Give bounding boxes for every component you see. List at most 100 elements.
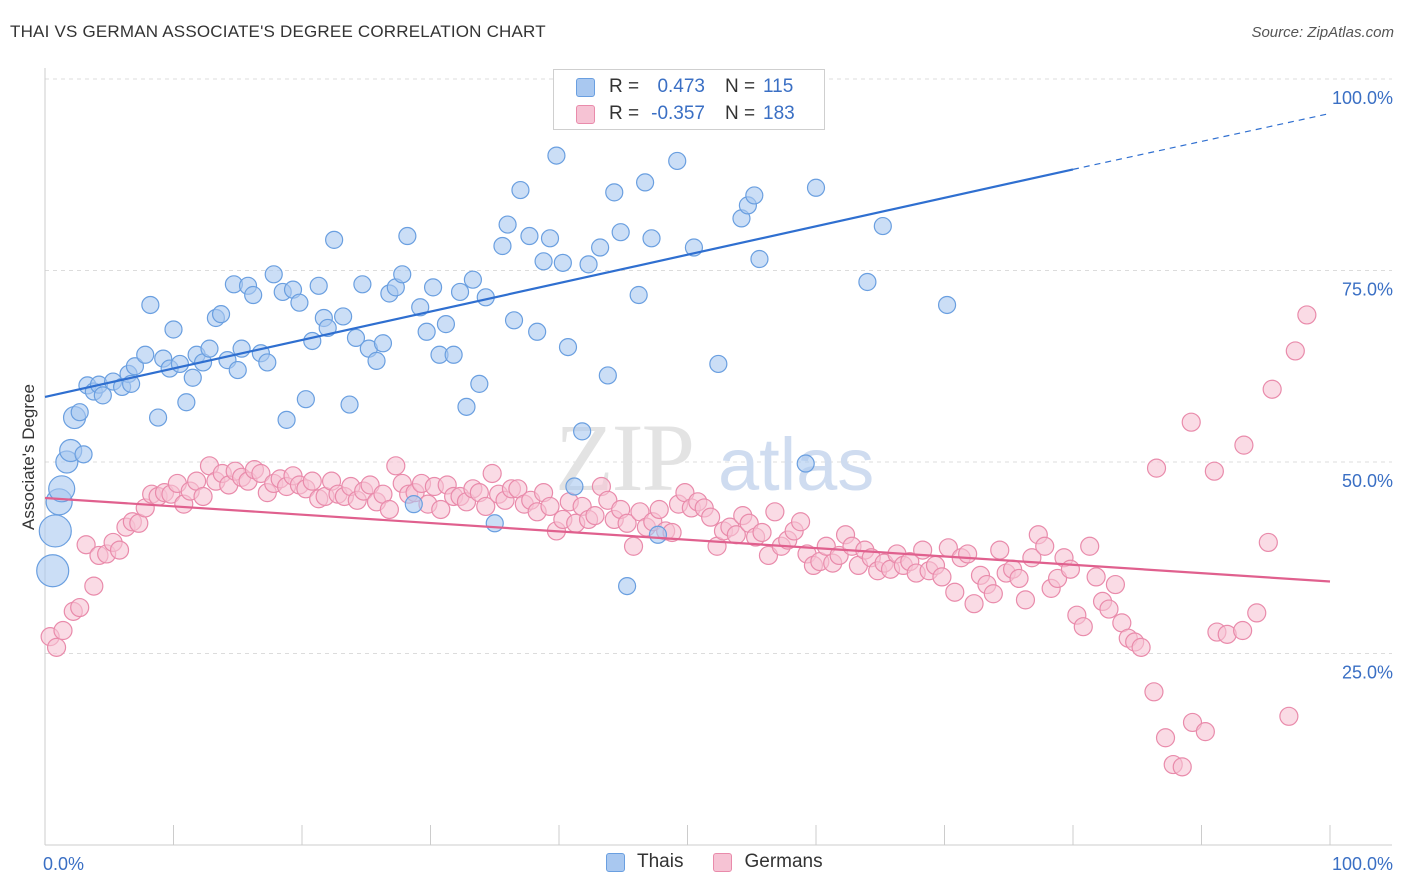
source-label: Source: ZipAtlas.com (1251, 24, 1394, 41)
data-point-germans (964, 594, 984, 614)
series-germans-points (40, 305, 1317, 777)
data-point-thais (244, 285, 263, 305)
watermark-atlas: atlas (718, 423, 874, 506)
data-point-thais (579, 255, 598, 274)
legend-n-label: N = (725, 76, 756, 97)
y-tick-label: 75.0% (1342, 280, 1393, 300)
data-point-thais (277, 410, 296, 429)
data-point-germans (1131, 637, 1151, 657)
data-point-thais (511, 180, 530, 200)
data-point-thais (136, 345, 155, 364)
data-point-germans (251, 463, 271, 484)
data-point-germans (1009, 568, 1029, 589)
data-point-germans (1181, 412, 1201, 432)
data-point-germans (1172, 757, 1192, 777)
data-point-germans (1247, 603, 1267, 623)
data-point-thais (709, 354, 728, 374)
data-point-thais (534, 252, 553, 271)
data-point-germans (990, 540, 1010, 560)
y-tick-label: 25.0% (1342, 663, 1393, 683)
data-point-thais (806, 178, 826, 197)
data-point-germans (1015, 590, 1036, 610)
data-point-germans (790, 512, 811, 532)
data-point-germans (431, 499, 451, 520)
legend-swatch-germans (576, 104, 595, 124)
data-point-thais (398, 226, 417, 246)
data-point-thais (141, 295, 160, 315)
data-point-thais (498, 215, 517, 234)
data-point-germans (1258, 532, 1278, 553)
data-point-thais (200, 339, 219, 358)
data-point-thais (450, 282, 470, 302)
trend-line-germans (44, 496, 1331, 583)
data-point-germans (1099, 599, 1119, 619)
data-point-thais (125, 357, 145, 376)
trend-line-extension-thais (1072, 112, 1331, 170)
data-point-germans (540, 496, 560, 517)
data-point-thais (493, 236, 512, 256)
data-point-germans (109, 540, 130, 560)
data-point-thais (463, 270, 483, 289)
data-point-thais (93, 386, 112, 405)
data-point-germans (958, 544, 978, 564)
data-point-thais (629, 285, 648, 305)
series-legend-thais: Thais (606, 851, 683, 873)
legend-n-label: N = (725, 103, 756, 124)
data-point-thais (485, 514, 504, 533)
data-point-germans (1146, 458, 1167, 478)
data-point-thais (264, 265, 283, 284)
series-legend-swatch-germans (713, 852, 733, 872)
data-point-thais (605, 183, 624, 202)
data-point-germans (617, 513, 637, 533)
legend-n-value-thais: 115 (763, 76, 794, 97)
data-point-thais (547, 146, 566, 165)
data-point-thais (48, 475, 76, 503)
data-point-thais (177, 393, 196, 412)
data-point-thais (393, 265, 412, 284)
data-point-germans (752, 522, 772, 543)
data-point-thais (444, 345, 463, 364)
data-point-germans (84, 576, 104, 596)
y-tick-label: 100.0% (1332, 88, 1393, 108)
data-point-thais (417, 322, 436, 341)
data-point-thais (70, 403, 89, 422)
legend-r-label: R = (609, 103, 640, 124)
data-point-germans (945, 582, 965, 602)
data-point-thais (648, 525, 668, 544)
data-point-thais (668, 151, 687, 171)
data-point-thais (504, 311, 524, 330)
legend-r-value-germans: -0.357 (651, 103, 705, 124)
data-point-germans (1234, 435, 1254, 455)
data-point-germans (1080, 536, 1100, 556)
data-point-germans (1262, 379, 1282, 399)
data-point-thais (750, 249, 769, 269)
trend-lines (44, 112, 1331, 583)
tick-labels: 100.0% 75.0% 50.0% 25.0% 0.0% 100.0% (43, 88, 1393, 874)
data-point-thais (558, 338, 578, 357)
data-point-thais (170, 354, 190, 374)
y-tick-label: 50.0% (1342, 471, 1393, 491)
data-point-germans (482, 463, 502, 484)
data-point-germans (701, 507, 721, 527)
legend-swatch-thais (576, 77, 595, 97)
data-point-germans (1035, 536, 1055, 556)
legend-r-label: R = (609, 76, 640, 97)
data-point-thais (423, 278, 443, 297)
data-point-thais (796, 454, 815, 473)
data-point-thais (353, 275, 372, 294)
data-point-thais (591, 238, 610, 257)
data-point-germans (379, 499, 399, 520)
y-axis-label: Associate's Degree (19, 384, 38, 530)
data-point-germans (1279, 706, 1299, 726)
data-point-germans (193, 486, 213, 507)
data-point-germans (983, 584, 1003, 604)
legend-r-value-thais: 0.473 (657, 76, 705, 97)
data-point-thais (340, 395, 359, 414)
data-point-germans (53, 620, 73, 641)
data-point-thais (296, 390, 315, 409)
series-legend-label-thais: Thais (637, 851, 684, 872)
trend-line-thais (44, 168, 1074, 398)
data-point-thais (937, 295, 957, 315)
data-point-thais (470, 374, 489, 393)
data-point-thais (858, 272, 877, 292)
